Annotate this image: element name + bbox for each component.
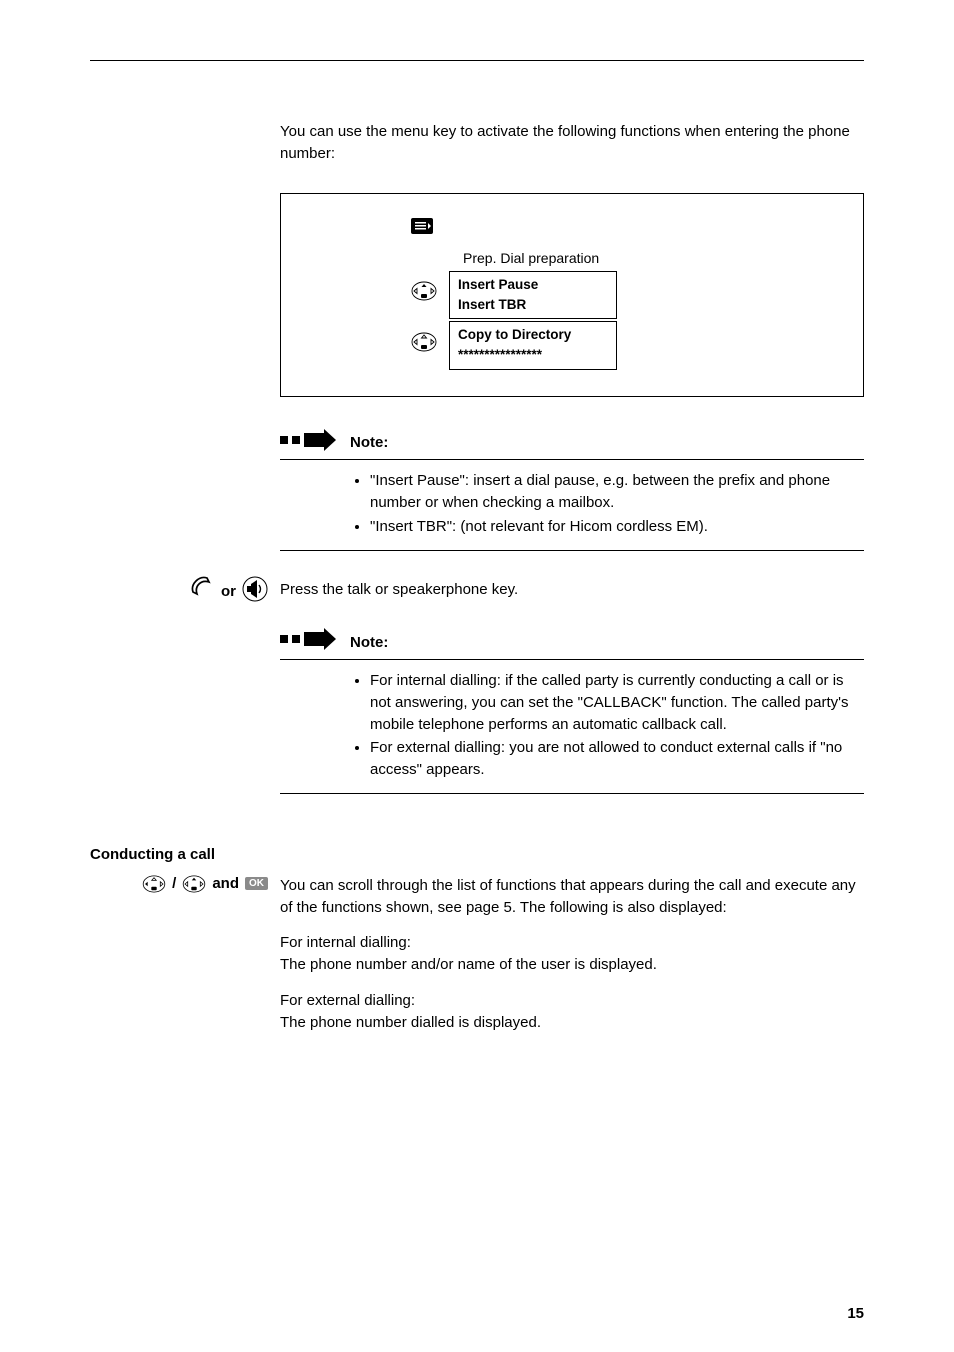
note-title: Note: (350, 432, 388, 454)
note-bullet: "Insert Pause": insert a dial pause, e.g… (370, 470, 864, 514)
menu-key-icon (411, 218, 433, 241)
lcd-display-1: Insert Pause Insert TBR (449, 271, 617, 320)
note-bullet: For external dialling: you are not allow… (370, 737, 864, 781)
note-bullet: "Insert TBR": (not relevant for Hicom co… (370, 516, 864, 538)
note-title: Note: (350, 632, 388, 654)
prep-label: Prep. Dial preparation (411, 248, 843, 268)
internal-dial-label: For internal dialling: (280, 934, 411, 951)
nav-oval-left-icon (142, 875, 166, 893)
internal-dial-desc: The phone number and/or name of the user… (280, 956, 657, 973)
internal-dial-block: For internal dialling: The phone number … (280, 932, 864, 976)
and-label: and (212, 875, 239, 892)
external-dial-label: For external dialling: (280, 992, 415, 1009)
note-arrow-icon (280, 628, 336, 657)
intro-text: You can use the menu key to activate the… (280, 121, 864, 165)
note-block-1: Note: "Insert Pause": insert a dial paus… (280, 429, 864, 551)
press-talk-text: Press the talk or speakerphone key. (280, 579, 864, 601)
talk-or-speaker: or (90, 576, 268, 606)
top-rule (90, 60, 864, 61)
ok-badge: OK (245, 877, 268, 890)
nav-oval-icon (411, 281, 437, 308)
lcd-line: Insert Pause (458, 275, 608, 295)
nav-oval-icon (411, 332, 437, 359)
screen-diagram: Prep. Dial preparation Insert Pause (280, 193, 864, 397)
conducting-call-heading: Conducting a call (90, 846, 280, 863)
lcd-line: Insert TBR (458, 295, 608, 315)
or-label: or (221, 583, 236, 600)
scroll-functions-text: You can scroll through the list of funct… (280, 875, 864, 919)
note-arrow-icon (280, 429, 336, 458)
lcd-line: **************** (458, 345, 608, 365)
page-number: 15 (847, 1305, 864, 1322)
note-bullet: For internal dialling: if the called par… (370, 670, 864, 735)
lcd-line: Copy to Directory (458, 325, 608, 345)
scroll-and-ok: / and OK (90, 875, 268, 893)
page-content: You can use the menu key to activate the… (90, 121, 864, 1059)
speakerphone-key-icon (242, 576, 268, 606)
external-dial-desc: The phone number dialled is displayed. (280, 1014, 541, 1031)
talk-key-icon (189, 576, 215, 606)
external-dial-block: For external dialling: The phone number … (280, 990, 864, 1034)
lcd-display-2: Copy to Directory **************** (449, 321, 617, 370)
slash-sep: / (172, 875, 176, 892)
nav-oval-up-icon (182, 875, 206, 893)
note-block-2: Note: For internal dialling: if the call… (280, 628, 864, 794)
